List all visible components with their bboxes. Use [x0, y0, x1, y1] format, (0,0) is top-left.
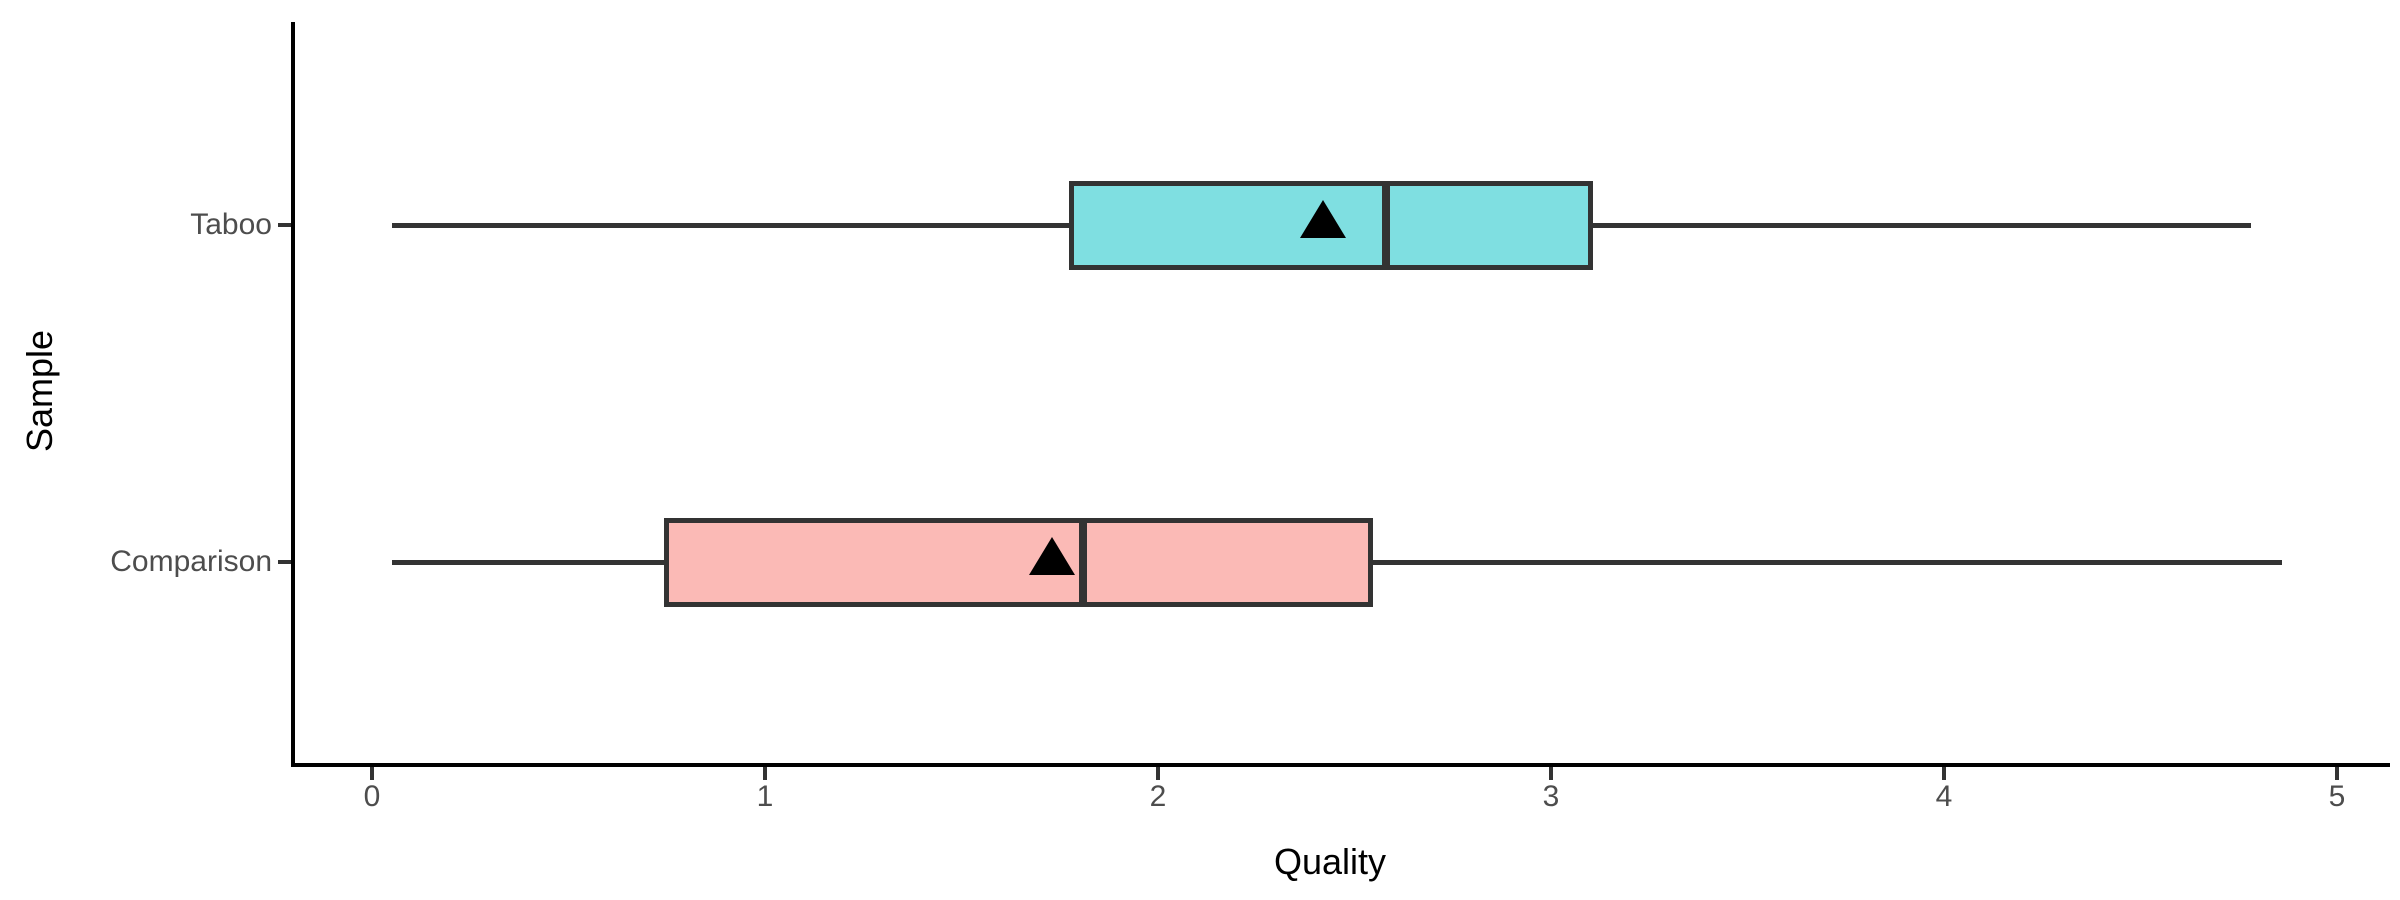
median-line	[1381, 183, 1390, 267]
x-tick-label: 2	[1149, 780, 1167, 813]
x-axis-line	[291, 763, 2390, 767]
y-axis-title: Sample	[19, 329, 60, 453]
x-tick-mark	[1549, 767, 1553, 780]
y-tick-mark	[278, 560, 291, 564]
median-line	[1079, 520, 1088, 604]
y-tick-label: Comparison	[110, 545, 272, 578]
x-tick-label: 5	[2328, 780, 2346, 813]
x-tick-mark	[370, 767, 374, 780]
x-tick-mark	[2335, 767, 2339, 780]
x-tick-label: 4	[1935, 780, 1953, 813]
y-tick-mark	[278, 223, 291, 227]
x-tick-label: 3	[1542, 780, 1560, 813]
x-tick-label: 0	[363, 780, 381, 813]
whisker-right	[1370, 559, 2282, 565]
mean-marker-icon	[1300, 200, 1347, 238]
x-tick-mark	[1942, 767, 1946, 780]
x-tick-mark	[1156, 767, 1160, 780]
mean-marker-icon	[1028, 537, 1075, 575]
x-tick-label: 1	[756, 780, 774, 813]
box-iqr	[664, 517, 1373, 607]
y-tick-label: Taboo	[190, 208, 272, 241]
whisker-right	[1590, 222, 2251, 228]
x-axis-title: Quality	[1273, 841, 1387, 882]
whisker-left	[391, 559, 667, 565]
x-tick-mark	[763, 767, 767, 780]
whisker-left	[391, 222, 1072, 228]
y-axis-line	[291, 22, 295, 767]
